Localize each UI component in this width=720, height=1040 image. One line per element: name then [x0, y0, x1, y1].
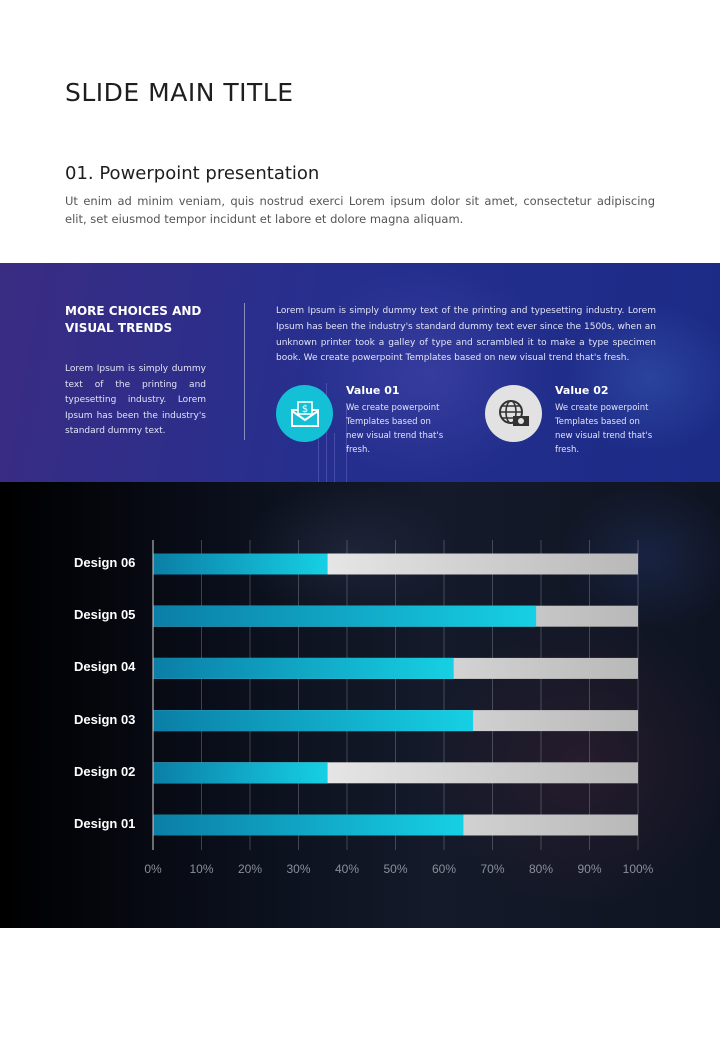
- info-band: [0, 263, 720, 483]
- section-title: 01. Powerpoint presentation: [65, 163, 320, 184]
- slide-title: SLIDE MAIN TITLE: [65, 78, 294, 107]
- x-tick-label: 40%: [334, 862, 360, 876]
- band-left-text: Lorem Ipsum is simply dummy text of the …: [65, 364, 206, 436]
- band-heading: MORE CHOICES AND VISUAL TRENDS: [65, 304, 202, 335]
- bar-value: [153, 657, 454, 679]
- value-01-title: Value 01: [346, 384, 400, 397]
- bar-value: [153, 762, 328, 784]
- x-tick-label: 30%: [286, 862, 311, 876]
- category-label: Design 06: [74, 555, 136, 570]
- value-02-title: Value 02: [555, 384, 609, 397]
- band-divider: [244, 303, 245, 440]
- value-01-text: We create powerpoint Templates based on …: [346, 403, 444, 455]
- category-label: Design 03: [74, 711, 136, 727]
- x-tick-label: 20%: [237, 862, 263, 876]
- intro-paragraph: Ut enim ad minim veniam, quis nostrud ex…: [65, 194, 655, 226]
- category-label: Design 01: [74, 816, 136, 831]
- x-tick-label: 90%: [577, 862, 602, 876]
- category-label: Design 05: [74, 607, 136, 623]
- x-tick-label: 10%: [189, 862, 214, 876]
- bar-value: [153, 553, 328, 575]
- x-tick-label: 80%: [528, 862, 554, 876]
- value-02-text: We create powerpoint Templates based on …: [555, 403, 653, 455]
- svg-text:$: $: [301, 404, 307, 415]
- category-label: Design 02: [74, 763, 136, 779]
- x-tick-label: 0%: [144, 862, 162, 876]
- bar-value: [153, 710, 474, 732]
- globe-money-icon: [498, 399, 529, 426]
- x-tick-label: 70%: [480, 862, 505, 876]
- money-envelope-icon: $: [290, 400, 319, 427]
- value-02-badge: [485, 385, 542, 442]
- value-01-badge: $: [276, 385, 333, 442]
- x-tick-label: 50%: [383, 862, 408, 876]
- bar-value: [153, 814, 464, 836]
- category-label: Design 04: [74, 659, 136, 675]
- bar-value: [153, 605, 537, 627]
- x-tick-label: 100%: [622, 862, 654, 876]
- band-right-text: Lorem Ipsum is simply dummy text of the …: [276, 306, 656, 364]
- x-tick-label: 60%: [431, 862, 457, 876]
